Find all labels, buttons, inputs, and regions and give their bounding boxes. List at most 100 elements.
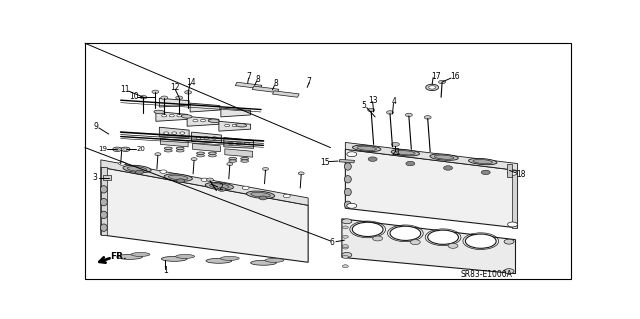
Circle shape (208, 119, 213, 122)
Ellipse shape (220, 256, 239, 260)
Circle shape (162, 115, 166, 117)
Ellipse shape (229, 160, 237, 162)
Circle shape (177, 115, 182, 117)
Ellipse shape (357, 146, 376, 151)
Circle shape (200, 119, 205, 122)
Circle shape (180, 132, 185, 134)
Ellipse shape (265, 258, 284, 262)
Ellipse shape (435, 155, 454, 159)
Circle shape (177, 179, 185, 183)
Ellipse shape (127, 167, 147, 171)
Ellipse shape (241, 157, 248, 160)
Ellipse shape (100, 186, 108, 193)
Text: 15: 15 (320, 158, 330, 167)
Circle shape (155, 153, 161, 156)
Text: SR83-E1000A: SR83-E1000A (461, 270, 513, 279)
Circle shape (124, 148, 127, 150)
Ellipse shape (428, 230, 458, 244)
Ellipse shape (176, 147, 184, 150)
Ellipse shape (176, 255, 195, 258)
Ellipse shape (430, 154, 458, 160)
Circle shape (367, 108, 374, 112)
Circle shape (347, 152, 356, 157)
Circle shape (152, 90, 159, 93)
Ellipse shape (396, 151, 415, 155)
Circle shape (259, 196, 267, 200)
Ellipse shape (164, 147, 172, 150)
Text: 18: 18 (516, 170, 526, 179)
Circle shape (424, 116, 431, 119)
Circle shape (121, 147, 130, 152)
Circle shape (193, 119, 198, 122)
Ellipse shape (168, 175, 188, 180)
Polygon shape (273, 91, 299, 97)
Text: 20: 20 (136, 146, 145, 152)
Circle shape (204, 137, 209, 139)
Text: FR.: FR. (111, 252, 127, 261)
Ellipse shape (100, 224, 108, 231)
Ellipse shape (209, 119, 220, 122)
Text: 3: 3 (92, 173, 97, 182)
Ellipse shape (209, 152, 216, 154)
Text: 21: 21 (392, 148, 401, 157)
Circle shape (504, 269, 514, 274)
Circle shape (242, 186, 249, 189)
Circle shape (113, 147, 122, 152)
Circle shape (218, 187, 226, 191)
Ellipse shape (123, 165, 151, 173)
Polygon shape (236, 82, 262, 89)
Ellipse shape (164, 150, 172, 152)
Ellipse shape (196, 152, 205, 154)
Circle shape (372, 236, 383, 241)
Circle shape (228, 142, 233, 145)
Circle shape (481, 170, 490, 174)
Circle shape (140, 95, 147, 99)
Circle shape (387, 111, 394, 114)
Text: 10: 10 (129, 92, 138, 101)
Circle shape (136, 170, 143, 174)
Circle shape (169, 115, 174, 117)
Text: 11: 11 (120, 85, 130, 94)
Polygon shape (221, 108, 251, 117)
Polygon shape (103, 175, 111, 181)
Circle shape (406, 161, 415, 166)
Ellipse shape (391, 150, 420, 156)
Ellipse shape (164, 174, 193, 181)
Polygon shape (190, 103, 220, 112)
Ellipse shape (241, 160, 248, 162)
Ellipse shape (176, 150, 184, 152)
Polygon shape (161, 138, 188, 147)
Circle shape (298, 172, 304, 175)
Polygon shape (219, 121, 251, 131)
Ellipse shape (390, 226, 420, 241)
Polygon shape (224, 137, 253, 148)
Ellipse shape (100, 211, 108, 219)
Circle shape (160, 170, 167, 174)
Ellipse shape (465, 234, 496, 248)
Circle shape (504, 239, 514, 244)
Text: 7: 7 (307, 77, 312, 85)
Text: 9: 9 (93, 122, 99, 131)
Circle shape (262, 167, 269, 170)
Text: 16: 16 (450, 72, 460, 81)
Polygon shape (159, 127, 189, 138)
Circle shape (164, 132, 169, 134)
Circle shape (284, 194, 291, 198)
Circle shape (207, 178, 213, 182)
Ellipse shape (473, 160, 493, 164)
Polygon shape (159, 98, 189, 107)
Circle shape (508, 170, 518, 175)
Text: 14: 14 (186, 78, 196, 87)
Circle shape (342, 235, 348, 238)
Circle shape (342, 245, 348, 248)
Circle shape (115, 148, 119, 150)
Polygon shape (252, 86, 279, 93)
Text: 8: 8 (273, 79, 278, 88)
Text: 5: 5 (361, 101, 366, 110)
Ellipse shape (100, 198, 108, 206)
Polygon shape (507, 164, 512, 177)
Ellipse shape (251, 260, 276, 265)
Ellipse shape (236, 123, 246, 127)
Ellipse shape (344, 163, 351, 170)
Circle shape (232, 124, 237, 127)
